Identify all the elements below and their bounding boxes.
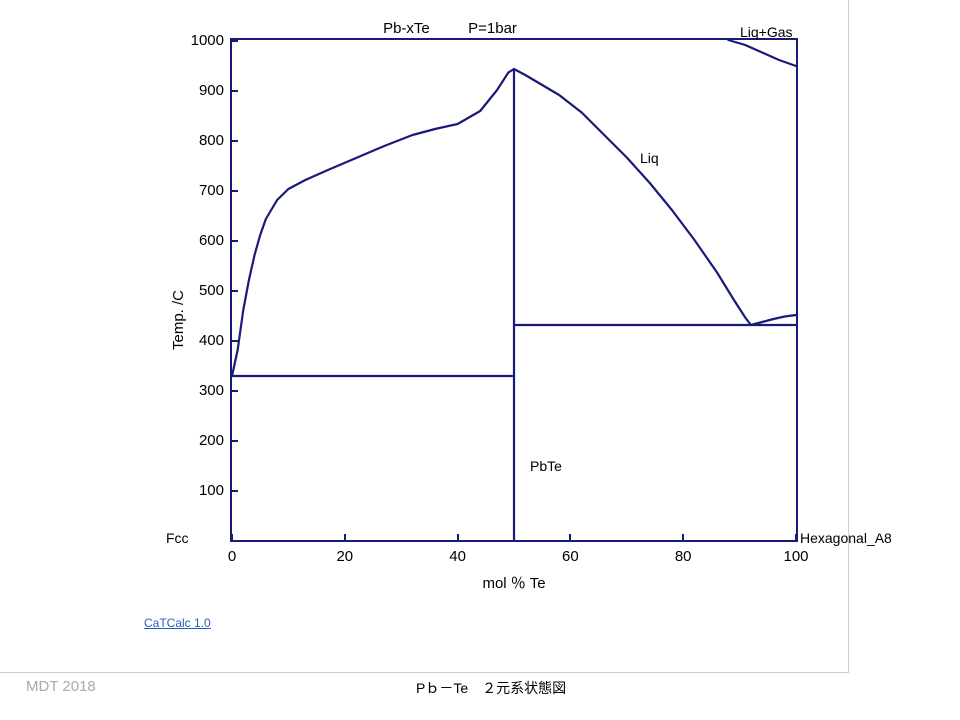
- ytick-label: 400: [182, 332, 224, 349]
- ytick: [230, 490, 238, 492]
- footer-caption: Pｂ－Te ２元系状態図: [416, 678, 566, 698]
- xtick-label: 40: [443, 548, 473, 565]
- ytick-label: 500: [182, 282, 224, 299]
- ytick-label: 300: [182, 382, 224, 399]
- ytick: [230, 440, 238, 442]
- xtick-label: 100: [781, 548, 811, 565]
- phase-label: PbTe: [530, 458, 562, 474]
- xtick: [795, 534, 797, 542]
- ytick-label: 200: [182, 432, 224, 449]
- phase-label: Fcc: [166, 530, 189, 546]
- phase-label: Hexagonal_A8: [800, 530, 892, 546]
- title-left: Pb-xTe: [383, 20, 430, 37]
- ytick: [230, 140, 238, 142]
- xtick-label: 20: [330, 548, 360, 565]
- liquidus-left: [232, 69, 514, 376]
- x-axis-label: mol ％ Te: [482, 572, 545, 593]
- xtick: [569, 534, 571, 542]
- xtick-label: 80: [668, 548, 698, 565]
- software-link[interactable]: CaTCalc 1.0: [144, 616, 211, 630]
- title-right: P=1bar: [468, 20, 517, 37]
- gas-curve: [728, 40, 796, 66]
- xtick: [231, 534, 233, 542]
- ytick: [230, 290, 238, 292]
- ytick-label: 900: [182, 82, 224, 99]
- xtick: [682, 534, 684, 542]
- xtick-label: 60: [555, 548, 585, 565]
- ytick-label: 1000: [182, 32, 224, 49]
- ytick-label: 700: [182, 182, 224, 199]
- xtick: [457, 534, 459, 542]
- ytick-label: 600: [182, 232, 224, 249]
- ytick: [230, 40, 238, 42]
- plot-area: [230, 38, 798, 542]
- phase-diagram-curves: [232, 40, 796, 540]
- phase-label: Liq+Gas: [740, 24, 793, 40]
- ytick: [230, 90, 238, 92]
- liquidus-right: [514, 69, 751, 325]
- ytick: [230, 240, 238, 242]
- ytick-label: 800: [182, 132, 224, 149]
- chart-title: Pb-xTe P=1bar: [383, 20, 517, 37]
- right-tail: [751, 315, 796, 325]
- ytick: [230, 340, 238, 342]
- xtick: [344, 534, 346, 542]
- phase-label: Liq: [640, 150, 659, 166]
- ytick: [230, 390, 238, 392]
- xtick-label: 0: [217, 548, 247, 565]
- ytick: [230, 190, 238, 192]
- ytick-label: 100: [182, 482, 224, 499]
- footer-credit: MDT 2018: [26, 678, 96, 695]
